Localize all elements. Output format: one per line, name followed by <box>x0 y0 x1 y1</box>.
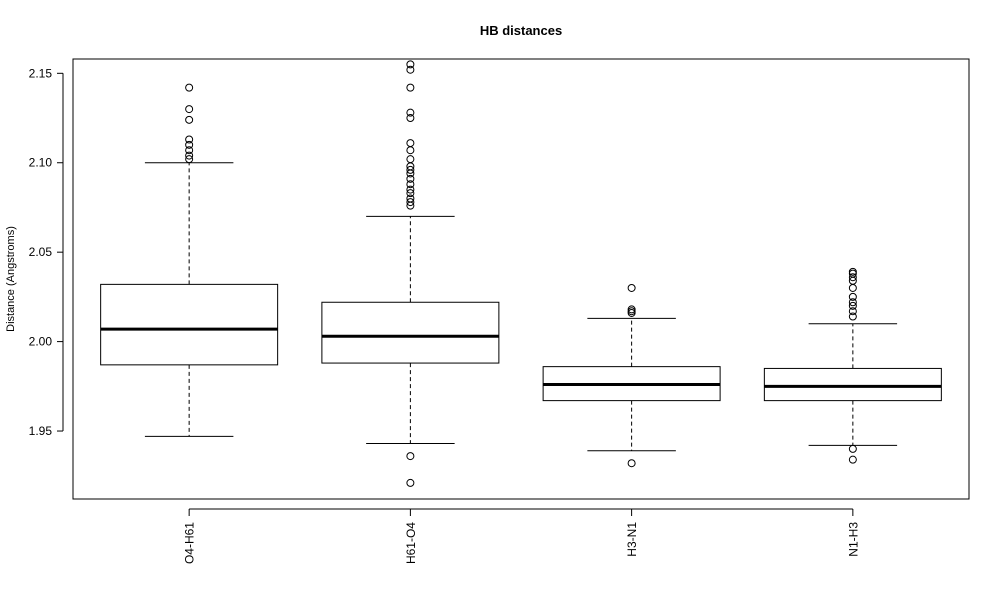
outlier-point <box>406 180 415 189</box>
outlier-point <box>406 60 415 69</box>
outlier-point <box>185 83 194 92</box>
outlier-point <box>185 135 194 144</box>
outlier-point <box>185 115 194 124</box>
outlier-point <box>627 305 636 314</box>
box-n1-h3 <box>763 267 942 464</box>
iqr-box <box>763 367 942 402</box>
box-o4-h61 <box>100 83 279 437</box>
x-axis: O4-H61 H61-O4 H3-N1 N1-H3 <box>183 508 860 564</box>
y-tick-label: 1.95 <box>29 424 53 438</box>
y-tick-label: 2.10 <box>29 156 53 170</box>
y-tick-label: 2.05 <box>29 245 53 259</box>
outlier-point <box>185 105 194 114</box>
x-tick-label: H3-N1 <box>625 522 639 557</box>
x-tick-label: H61-O4 <box>404 522 418 564</box>
outlier-point <box>406 139 415 148</box>
outlier-point <box>406 83 415 92</box>
outlier-point <box>848 292 857 301</box>
outlier-point <box>185 140 194 149</box>
y-tick-label: 2.00 <box>29 335 53 349</box>
outlier-point <box>406 452 415 461</box>
outlier-point <box>185 146 194 155</box>
outlier-point <box>627 283 636 292</box>
y-axis-label: Distance (Angstroms) <box>5 226 17 332</box>
outlier-point <box>406 174 415 183</box>
outlier-point <box>627 459 636 468</box>
outlier-point <box>848 283 857 292</box>
outlier-point <box>848 273 857 282</box>
outlier-point <box>406 185 415 194</box>
outlier-point <box>406 146 415 155</box>
outlier-point <box>406 198 415 207</box>
y-axis: 1.95 2.00 2.05 2.10 2.15 <box>29 66 64 438</box>
x-tick-label: O4-H61 <box>183 522 197 564</box>
outlier-point <box>848 298 857 307</box>
outlier-point <box>406 189 415 198</box>
outlier-point <box>848 312 857 321</box>
x-tick-label: N1-H3 <box>846 522 860 557</box>
outlier-point <box>848 301 857 310</box>
plot-frame <box>72 58 970 500</box>
iqr-box <box>100 283 279 366</box>
outlier-point <box>185 155 194 164</box>
boxes-group <box>100 60 942 487</box>
outlier-point <box>406 155 415 164</box>
chart-title: HB distances <box>480 23 562 38</box>
outlier-point <box>406 114 415 123</box>
y-tick-label: 2.15 <box>29 66 53 80</box>
outlier-point <box>848 267 857 276</box>
outlier-point <box>848 444 857 453</box>
outlier-point <box>406 165 415 174</box>
box-h61-o4 <box>321 60 500 487</box>
outlier-point <box>848 455 857 464</box>
outlier-point <box>406 65 415 74</box>
outlier-point <box>406 478 415 487</box>
outlier-point <box>406 108 415 117</box>
box-h3-n1 <box>542 283 721 468</box>
iqr-box <box>321 301 500 364</box>
outlier-point <box>848 307 857 316</box>
outlier-point <box>185 151 194 160</box>
outlier-point <box>406 194 415 203</box>
